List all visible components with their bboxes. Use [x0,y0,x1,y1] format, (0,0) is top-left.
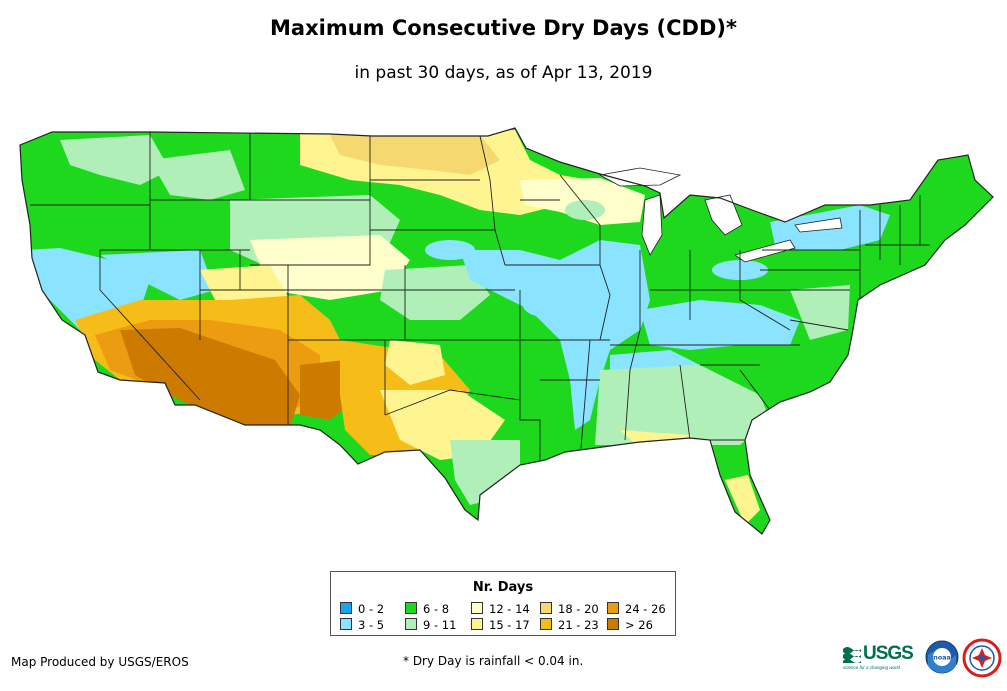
legend-swatch [540,602,552,614]
zone-midwest-blue [460,240,650,430]
zone-oklahoma-yellow [385,340,445,385]
legend-label: 0 - 2 [358,602,385,616]
legend-label: 18 - 20 [558,602,599,616]
lake-michigan [641,194,663,256]
legend-title: Nr. Days [472,580,534,595]
zone-nw-pale [60,135,170,185]
legend-item: 18 - 20 [540,602,599,616]
lake-ontario [794,217,843,233]
legend-label: 9 - 11 [423,618,457,632]
legend-item: 3 - 5 [340,618,384,632]
patch-blue-nebraska [425,240,475,260]
legend-item: 12 - 14 [471,602,530,616]
legend-swatch [607,618,619,630]
legend-item: > 26 [607,618,653,632]
legend-swatch [471,602,483,614]
lake-huron [704,194,743,236]
legend: Nr. Days 0 - 2 3 - 5 6 - 8 9 - 11 12 - 1… [330,571,676,636]
legend-swatch [405,602,417,614]
map-subtitle: in past 30 days, as of Apr 13, 2019 [354,63,653,83]
legend-swatch [405,618,417,630]
legend-label: 12 - 14 [489,602,530,616]
zone-nevada-blue [100,250,215,300]
legend-swatch [340,602,352,614]
map-credit: Map Produced by USGS/EROS [11,655,189,669]
zone-virginia-pale [790,285,850,340]
dry-days-shading [20,128,993,534]
zone-idaho-pale [150,150,245,200]
legend-swatch [471,618,483,630]
zone-southeast-pale [595,365,770,445]
legend-item: 15 - 17 [471,618,530,632]
usgs-tagline: science for a changing world [843,665,901,670]
zone-florida-yellow [725,475,760,525]
nws-logo [962,638,1002,678]
legend-item: 0 - 2 [340,602,384,616]
lake-superior [598,167,682,187]
legend-label: 15 - 17 [489,618,530,632]
noaa-logo: noaa [925,640,959,674]
legend-label: 21 - 23 [558,618,599,632]
usgs-wave-icon [843,647,861,663]
legend-swatch [540,618,552,630]
legend-label: 6 - 8 [423,602,450,616]
noaa-logo-text: noaa [933,654,951,662]
legend-label: 3 - 5 [358,618,385,632]
zone-texas-coast-pale [450,440,520,505]
legend-swatch [340,618,352,630]
usgs-logo: USGS science for a changing world [843,643,919,671]
legend-label: 24 - 26 [625,602,666,616]
legend-item: 6 - 8 [405,602,449,616]
legend-item: 21 - 23 [540,618,599,632]
legend-item: 24 - 26 [607,602,666,616]
dry-day-footnote: * Dry Day is rainfall < 0.04 in. [403,654,584,668]
legend-item: 9 - 11 [405,618,456,632]
legend-swatch [607,602,619,614]
zone-arizona-brown [120,328,300,428]
zone-dakotas-drier [330,135,500,175]
lake-erie [734,239,796,263]
map-title: Maximum Consecutive Dry Days (CDD)* [270,16,737,40]
legend-label: > 26 [625,618,653,632]
great-lakes [598,167,843,263]
zone-kansas-pale [380,265,490,320]
patch-pale-wi [565,200,605,220]
patch-blue-missouri [523,293,567,317]
usgs-logo-text: USGS [863,643,914,664]
